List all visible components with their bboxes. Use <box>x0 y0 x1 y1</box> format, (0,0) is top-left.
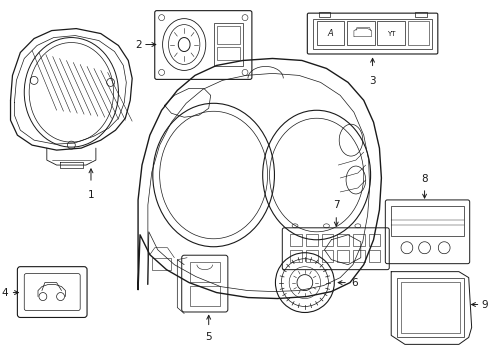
Bar <box>337 234 348 246</box>
Text: YT: YT <box>386 31 395 37</box>
Bar <box>151 258 171 270</box>
Bar <box>390 206 463 236</box>
Bar <box>190 285 219 306</box>
Bar <box>312 19 431 49</box>
Text: 4: 4 <box>2 288 8 298</box>
Bar <box>407 21 428 45</box>
Bar <box>213 23 243 67</box>
Text: 5: 5 <box>205 332 212 342</box>
Bar <box>216 46 240 60</box>
Bar <box>305 250 317 262</box>
Bar <box>289 234 301 246</box>
Bar <box>305 234 317 246</box>
Text: 7: 7 <box>332 200 339 210</box>
Bar <box>216 26 240 44</box>
Bar <box>321 234 333 246</box>
Bar <box>337 250 348 262</box>
Text: 8: 8 <box>420 174 427 184</box>
Text: 2: 2 <box>135 40 141 50</box>
Bar <box>316 21 344 45</box>
Bar <box>346 21 374 45</box>
Bar <box>352 250 364 262</box>
Bar <box>318 12 330 17</box>
Text: A: A <box>327 29 332 38</box>
Bar <box>321 250 333 262</box>
Bar <box>414 12 426 17</box>
Bar <box>368 234 380 246</box>
Bar <box>396 278 463 337</box>
Text: 6: 6 <box>350 278 357 288</box>
Bar <box>368 250 380 262</box>
Bar <box>377 21 404 45</box>
Text: 1: 1 <box>87 190 94 200</box>
Text: 9: 9 <box>481 300 487 310</box>
Bar <box>289 250 301 262</box>
Bar <box>352 234 364 246</box>
Bar <box>190 262 219 282</box>
Bar <box>400 282 459 333</box>
Text: 3: 3 <box>368 76 375 86</box>
